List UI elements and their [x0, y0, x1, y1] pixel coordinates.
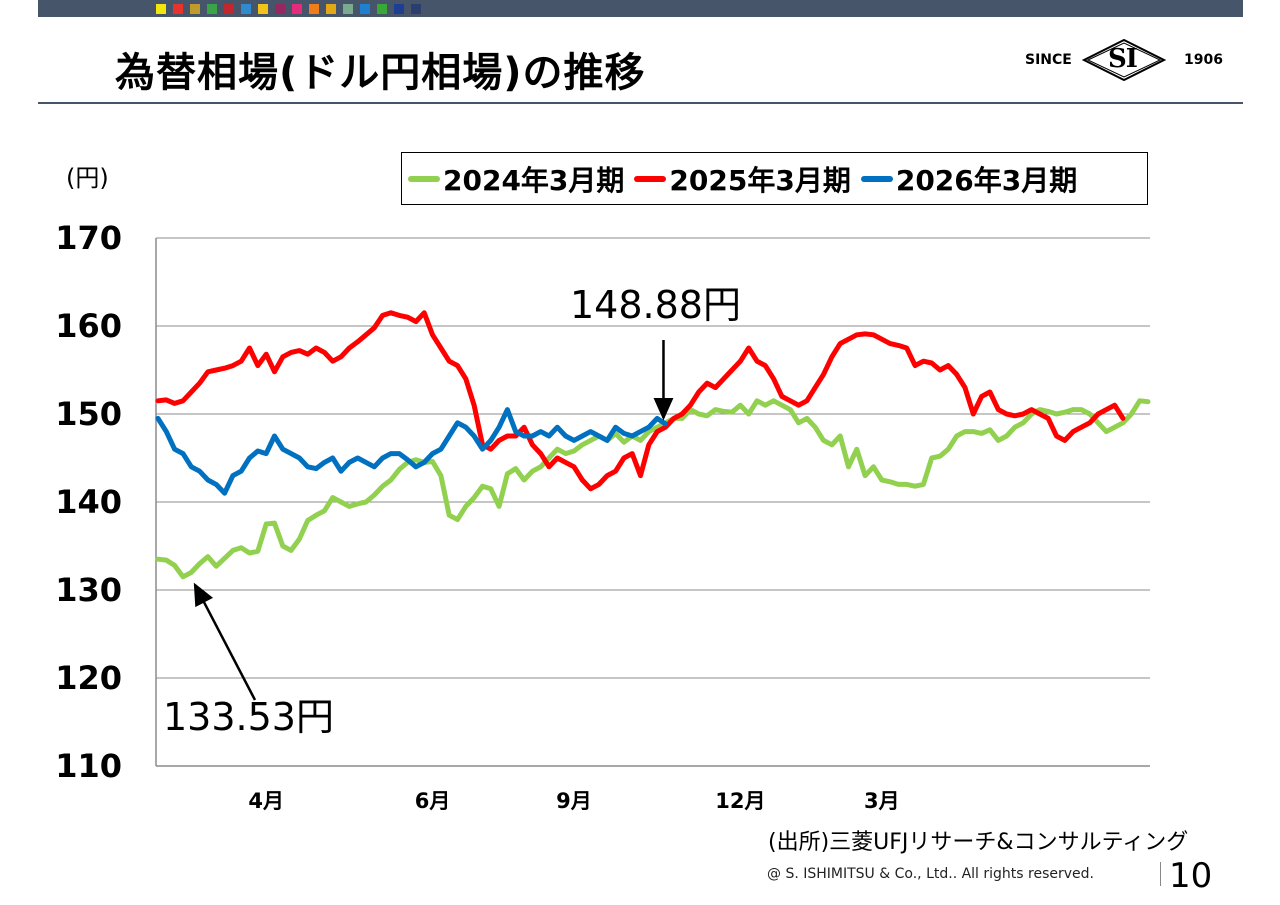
logo-mark: SI — [1108, 44, 1138, 74]
y-tick-label: 150 — [55, 395, 122, 433]
series-2025-line — [155, 310, 1126, 492]
legend-label: 2025年3月期 — [669, 163, 851, 197]
company-logo: SINCE SI 1906 — [1024, 38, 1224, 82]
palette-square — [343, 4, 353, 14]
y-tick-label: 110 — [55, 747, 122, 785]
palette-square — [156, 4, 166, 14]
source-note: (出所)三菱UFJリサーチ&コンサルティング — [768, 830, 1189, 855]
logo-since: SINCE — [1025, 52, 1072, 68]
legend-label: 2026年3月期 — [895, 163, 1078, 197]
legend-item-2025: 2025年3月期 — [634, 159, 851, 199]
palette-square — [326, 4, 336, 14]
palette-square — [190, 4, 200, 14]
header-rule — [38, 102, 1243, 104]
annotation-label-low: 133.53円 — [163, 695, 334, 739]
legend-label: 2024年3月期 — [443, 163, 625, 197]
page-title: 為替相場(ドル円相場)の推移 — [115, 50, 646, 96]
top-banner — [38, 0, 1243, 17]
x-tick-label: 3月 — [864, 789, 900, 813]
legend-swatch — [634, 175, 667, 182]
legend-swatch — [408, 175, 440, 182]
y-tick-label: 160 — [55, 307, 122, 345]
palette-square — [173, 4, 183, 14]
palette-square — [241, 4, 251, 14]
series-2026-line — [155, 407, 668, 496]
palette-square — [394, 4, 404, 14]
logo-diamond-icon — [1082, 38, 1166, 82]
series-2024-line — [155, 398, 1151, 580]
palette-square — [258, 4, 268, 14]
palette-square — [360, 4, 370, 14]
legend-item-2024: 2024年3月期 — [408, 159, 624, 199]
palette-square — [377, 4, 387, 14]
y-tick-label: 130 — [55, 571, 122, 609]
annotation-label-high: 148.88円 — [570, 283, 741, 327]
palette-square — [292, 4, 302, 14]
legend-swatch — [860, 175, 893, 182]
page-number: 10 — [1169, 856, 1213, 896]
y-tick-label: 140 — [55, 483, 122, 521]
y-tick-label: 170 — [55, 219, 122, 257]
y-tick-label: 120 — [55, 659, 122, 697]
palette-square — [309, 4, 319, 14]
copyright: @ S. ISHIMITSU & Co., Ltd.. All rights r… — [767, 866, 1094, 882]
page-separator — [1160, 862, 1161, 886]
palette-square — [207, 4, 217, 14]
palette-square — [411, 4, 421, 14]
color-squares — [156, 4, 421, 14]
palette-square — [275, 4, 285, 14]
logo-year: 1906 — [1184, 52, 1223, 68]
x-tick-label: 12月 — [715, 789, 765, 813]
palette-square — [224, 4, 234, 14]
x-tick-label: 4月 — [248, 789, 284, 813]
x-tick-label: 9月 — [556, 789, 592, 813]
annotation-arrow-low — [193, 582, 257, 701]
chart-legend: 2024年3月期 2025年3月期 2026年3月期 — [401, 152, 1148, 205]
y-axis-unit: (円) — [66, 164, 109, 192]
x-tick-label: 6月 — [415, 789, 451, 813]
legend-item-2026: 2026年3月期 — [860, 159, 1078, 199]
